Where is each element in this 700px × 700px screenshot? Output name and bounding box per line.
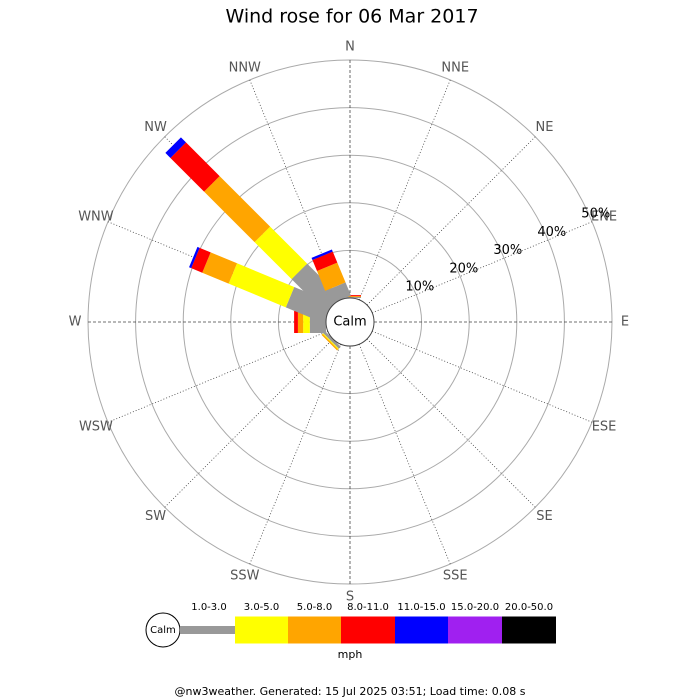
bar-segment bbox=[323, 331, 341, 349]
legend-calm-label: Calm bbox=[150, 625, 176, 636]
direction-label: E bbox=[621, 315, 629, 330]
legend-swatch bbox=[341, 616, 395, 644]
spoke bbox=[358, 79, 451, 300]
bar-segment bbox=[311, 249, 333, 261]
legend-label: 15.0-20.0 bbox=[451, 602, 499, 613]
direction-label: W bbox=[69, 315, 82, 330]
direction-label: WNW bbox=[78, 209, 114, 224]
spoke bbox=[107, 330, 328, 423]
legend-label: 5.0-8.0 bbox=[297, 602, 332, 613]
bar-segment bbox=[202, 252, 238, 284]
spoke bbox=[372, 221, 593, 314]
direction-label: SSW bbox=[230, 569, 260, 584]
bar-segment bbox=[254, 226, 308, 280]
legend-swatch bbox=[235, 616, 288, 644]
legend-swatch bbox=[288, 616, 341, 644]
bar-segment bbox=[297, 311, 304, 333]
footer: @nw3weather. Generated: 15 Jul 2025 03:5… bbox=[175, 685, 526, 698]
direction-label: NNE bbox=[441, 60, 469, 75]
legend-swatch bbox=[502, 616, 556, 644]
r-tick-label: 40% bbox=[537, 225, 566, 240]
legend-unit: mph bbox=[338, 648, 363, 661]
legend-label: 20.0-50.0 bbox=[505, 602, 553, 613]
bar-segment bbox=[170, 142, 220, 192]
bar-segment bbox=[294, 311, 298, 333]
legend-label: 1.0-3.0 bbox=[191, 602, 226, 613]
r-tick-label: 30% bbox=[493, 243, 522, 258]
direction-label: N bbox=[345, 40, 355, 55]
spoke bbox=[164, 338, 334, 508]
legend-swatch bbox=[180, 626, 235, 634]
bar-segment bbox=[165, 137, 186, 158]
bar-segment bbox=[291, 263, 341, 313]
calm-label: Calm bbox=[333, 315, 366, 330]
direction-label: ENE bbox=[591, 209, 617, 224]
direction-label: ESE bbox=[592, 420, 617, 435]
bar-segment bbox=[189, 246, 200, 269]
direction-label: NNW bbox=[229, 60, 261, 75]
direction-label: S bbox=[346, 590, 354, 605]
bar-segment bbox=[312, 251, 338, 272]
calm-circle bbox=[325, 297, 375, 347]
bar-segment bbox=[204, 176, 271, 243]
bar-segment bbox=[285, 286, 333, 323]
direction-label: WSW bbox=[79, 420, 113, 435]
chart-title: Wind rose for 06 Mar 2017 bbox=[225, 6, 478, 28]
bar-segment bbox=[191, 247, 211, 273]
legend-label: 8.0-11.0 bbox=[347, 602, 389, 613]
legend-swatch bbox=[395, 616, 448, 644]
bar-segment bbox=[228, 263, 295, 308]
direction-label: SE bbox=[536, 509, 552, 524]
legend-label: 11.0-15.0 bbox=[397, 602, 445, 613]
r-tick-label: 20% bbox=[449, 261, 478, 276]
direction-label: NW bbox=[144, 120, 167, 135]
bar-segment bbox=[322, 333, 339, 350]
spoke bbox=[366, 136, 536, 306]
bar-segment bbox=[325, 282, 351, 305]
direction-label: SSE bbox=[443, 569, 468, 584]
direction-label: SW bbox=[145, 509, 166, 524]
legend-swatch bbox=[448, 616, 502, 644]
spoke bbox=[358, 344, 451, 565]
bar-segment bbox=[316, 262, 346, 291]
spoke bbox=[372, 330, 593, 423]
r-tick-label: 50% bbox=[581, 207, 610, 222]
spoke bbox=[366, 338, 536, 508]
spoke bbox=[249, 344, 342, 565]
r-tick-label: 10% bbox=[405, 280, 434, 295]
bar-segment bbox=[321, 333, 339, 351]
direction-label: NE bbox=[535, 120, 553, 135]
legend-label: 3.0-5.0 bbox=[244, 602, 279, 613]
